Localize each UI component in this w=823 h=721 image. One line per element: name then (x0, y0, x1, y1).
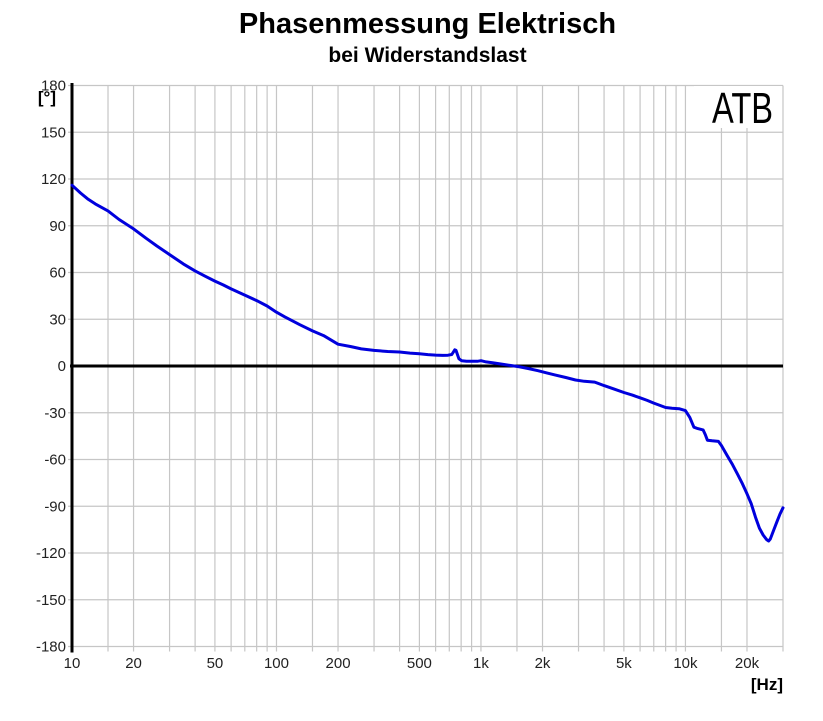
y-tick-label: 150 (41, 124, 66, 141)
y-tick-label: -30 (44, 405, 66, 422)
y-tick-label: 180 (41, 78, 66, 95)
x-tick-label: 200 (326, 655, 351, 672)
y-tick-label: -180 (36, 639, 66, 656)
x-tick-label: 20k (735, 655, 760, 672)
atb-logo: ATB (712, 84, 773, 133)
y-tick-label: -60 (44, 452, 66, 469)
y-tick-label: 90 (49, 218, 66, 235)
x-tick-label: 2k (535, 655, 551, 672)
x-axis-unit: [Hz] (751, 675, 783, 694)
x-tick-label: 100 (264, 655, 289, 672)
x-tick-label: 1k (473, 655, 489, 672)
chart-subtitle: bei Widerstandslast (328, 44, 527, 67)
y-tick-label: 30 (49, 311, 66, 328)
y-tick-label: -90 (44, 498, 66, 515)
x-tick-label: 500 (407, 655, 432, 672)
x-tick-label: 10k (673, 655, 698, 672)
y-tick-label: 60 (49, 265, 66, 282)
y-tick-label: 0 (58, 358, 66, 375)
x-tick-label: 50 (207, 655, 224, 672)
y-tick-label: 120 (41, 171, 66, 188)
y-tick-label: -150 (36, 592, 66, 609)
x-tick-label: 20 (125, 655, 142, 672)
y-axis-unit: [°] (38, 88, 56, 107)
chart-title: Phasenmessung Elektrisch (238, 8, 617, 40)
phase-curve (70, 183, 785, 543)
y-tick-label: -120 (36, 545, 66, 562)
x-tick-label: 10 (64, 655, 81, 672)
x-tick-label: 5k (616, 655, 632, 672)
logo-background (694, 86, 782, 128)
